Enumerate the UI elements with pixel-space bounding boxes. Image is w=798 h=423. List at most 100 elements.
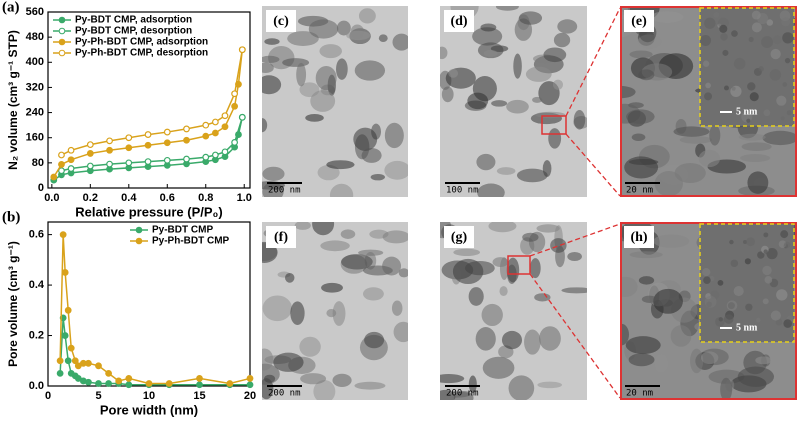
lattice [761,36,774,49]
grain [654,354,668,373]
grain [628,158,659,166]
grain [518,11,543,25]
grain [492,257,509,267]
grain [550,238,567,253]
data-point [145,380,153,387]
grain [638,69,655,81]
grain [326,308,337,318]
scale-label: 20 nm [626,389,653,399]
grain [264,38,280,45]
grain [480,23,497,32]
data-point [163,139,171,147]
grain [629,50,653,59]
grain [378,34,388,43]
lattice [733,286,744,297]
grain [467,92,489,110]
data-point [67,165,75,172]
legend-label: Py-BDT CMP, desorption [75,26,192,37]
data-point [67,156,75,164]
lattice [731,30,738,37]
tem-image: (c) 200 nm [262,6,408,197]
data-point [221,148,229,156]
data-point [165,380,173,387]
grain [737,366,775,387]
data-point [163,156,171,164]
x-tick-label: 0 [45,390,51,402]
grain [548,128,562,149]
grain [524,329,541,355]
grain [530,258,541,279]
data-point [67,146,75,154]
lattice [742,239,748,245]
legend-label: Py-Ph-BDT CMP [152,236,230,247]
grain [392,33,408,51]
y-tick-label: 80 [32,157,44,169]
grain [641,295,657,303]
grain [448,68,459,78]
data-point [106,160,113,168]
lattice [724,85,729,91]
lattice [780,116,785,121]
grain [629,251,663,259]
lattice [764,276,773,284]
grain [516,168,548,183]
panel-label: (g) [451,230,468,245]
lattice [770,310,781,321]
grain [720,377,733,400]
grain [709,124,721,146]
series-line [53,117,244,181]
tem-image: (d) 100 nm [440,6,587,197]
y-tick-label: 320 [26,81,44,93]
data-point [64,357,72,365]
grain [673,126,710,137]
grain [573,109,586,130]
data-point [211,151,219,159]
grain [638,276,655,285]
lattice [703,276,711,284]
grain [262,55,280,64]
grain [475,327,496,351]
lattice [745,303,753,311]
data-point [84,378,92,386]
connector [529,273,621,399]
grain [620,276,638,298]
y-tick-label: 0 [38,182,44,194]
legend-label: Py-BDT CMP [152,225,213,236]
legend-label: Py-Ph-BDT CMP, adsorption [75,37,208,48]
data-point [246,381,254,389]
y-tick-label: 160 [26,132,44,144]
data-point [61,269,69,276]
grain [262,348,274,371]
data-point [115,377,123,385]
grain [534,293,551,302]
data-point [231,102,239,110]
legend-marker [58,16,66,24]
grain [553,32,571,48]
grain [346,30,371,41]
grain [332,373,352,387]
grain [501,330,523,350]
grain [506,99,529,114]
grain [354,60,386,81]
grain [320,240,350,252]
data-point [106,146,113,154]
grain [332,301,346,326]
grain [755,356,772,365]
lattice [758,66,764,72]
grain [535,111,566,119]
lattice [769,69,782,81]
data-point [106,137,113,145]
data-point [221,112,229,120]
data-point [144,141,152,149]
series-line [59,234,251,385]
data-point [231,90,239,98]
lattice [747,82,756,91]
grain [285,272,295,283]
data-point [125,159,133,167]
lattice [757,251,765,259]
lattice [704,92,713,101]
lattice [700,35,712,46]
data-point [231,139,239,146]
y-tick-label: 0.0 [29,380,44,392]
